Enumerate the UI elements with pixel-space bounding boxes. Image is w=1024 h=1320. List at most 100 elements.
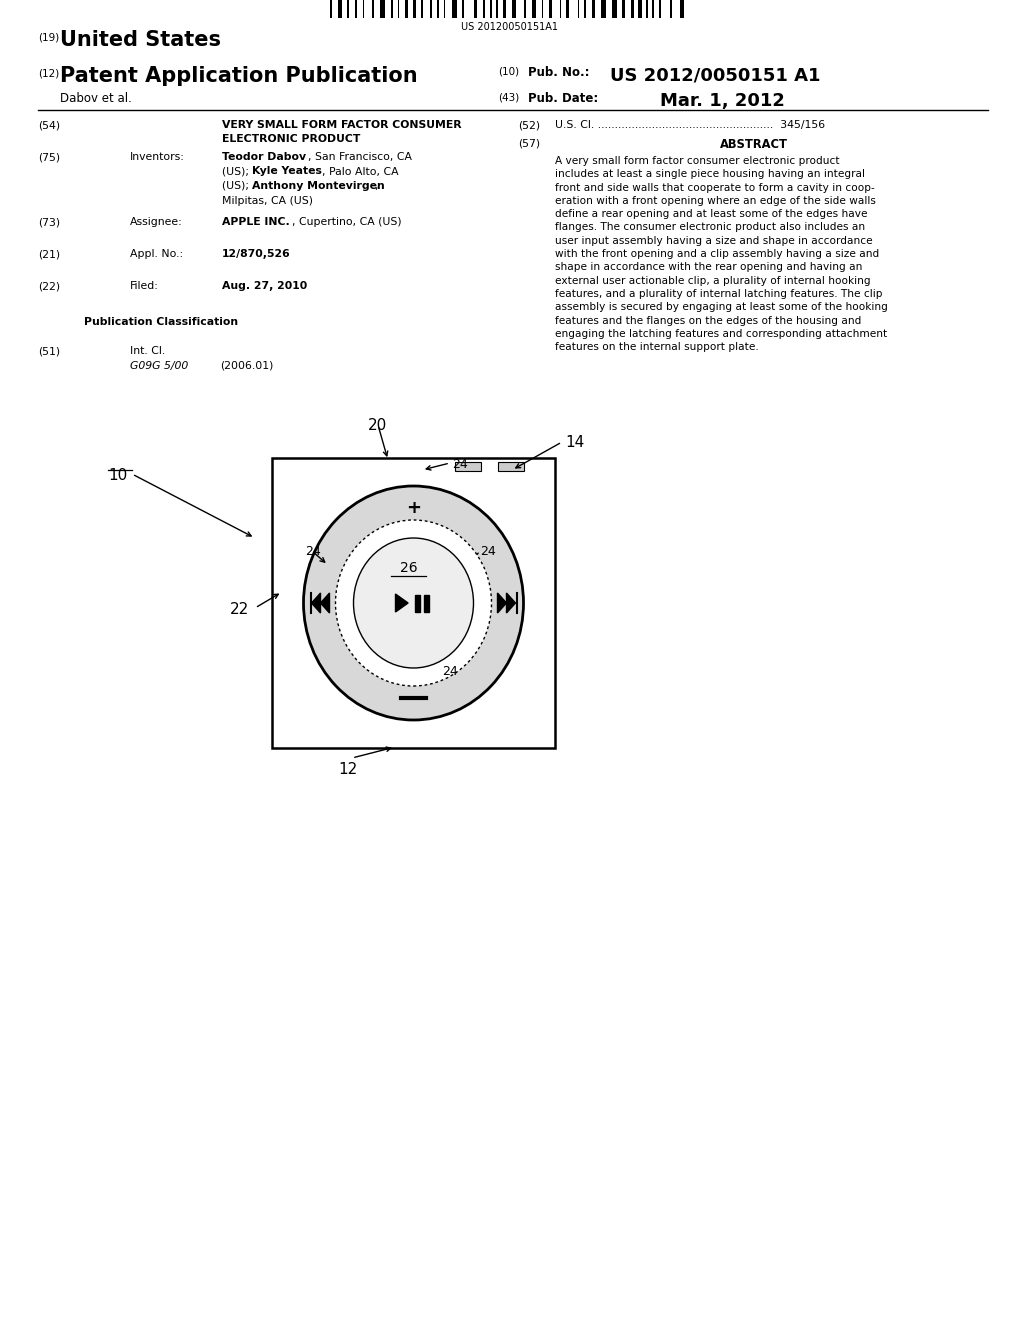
Bar <box>453 0 457 18</box>
Text: front and side walls that cooperate to form a cavity in coop-: front and side walls that cooperate to f… <box>555 182 874 193</box>
Text: 12: 12 <box>338 762 357 777</box>
Text: 20: 20 <box>368 418 387 433</box>
Text: 22: 22 <box>230 602 249 616</box>
Bar <box>437 0 439 18</box>
Text: VERY SMALL FORM FACTOR CONSUMER: VERY SMALL FORM FACTOR CONSUMER <box>222 120 462 129</box>
Text: Int. Cl.: Int. Cl. <box>130 346 165 356</box>
Bar <box>671 0 672 18</box>
Text: external user actionable clip, a plurality of internal hooking: external user actionable clip, a plurali… <box>555 276 870 285</box>
Text: APPLE INC.: APPLE INC. <box>222 218 290 227</box>
Text: features on the internal support plate.: features on the internal support plate. <box>555 342 759 352</box>
Bar <box>632 0 634 18</box>
Bar <box>362 0 365 18</box>
Bar <box>496 0 498 18</box>
Text: (US);: (US); <box>222 166 253 177</box>
Bar <box>658 0 662 18</box>
Text: (57): (57) <box>518 139 540 148</box>
Text: Milpitas, CA (US): Milpitas, CA (US) <box>222 195 313 206</box>
Text: (10): (10) <box>498 66 519 77</box>
Bar <box>391 0 393 18</box>
Bar <box>372 0 374 18</box>
Text: (75): (75) <box>38 152 60 162</box>
Bar <box>404 0 408 18</box>
Bar <box>585 0 586 18</box>
Bar <box>338 0 342 18</box>
Ellipse shape <box>353 539 473 668</box>
Text: ELECTRONIC PRODUCT: ELECTRONIC PRODUCT <box>222 135 360 144</box>
Bar <box>622 0 626 18</box>
Text: assembly is secured by engaging at least some of the hooking: assembly is secured by engaging at least… <box>555 302 888 313</box>
Bar <box>483 0 484 18</box>
Text: , Palo Alto, CA: , Palo Alto, CA <box>322 166 398 177</box>
Bar <box>272 458 555 748</box>
Text: Filed:: Filed: <box>130 281 159 290</box>
Bar <box>559 0 561 18</box>
Text: Inventors:: Inventors: <box>130 152 185 162</box>
Text: Patent Application Publication: Patent Application Publication <box>60 66 418 86</box>
Text: ,: , <box>374 181 378 191</box>
Text: Kyle Yeates: Kyle Yeates <box>252 166 322 177</box>
Text: Aug. 27, 2010: Aug. 27, 2010 <box>222 281 307 290</box>
Polygon shape <box>507 593 515 612</box>
Bar <box>498 462 524 471</box>
Bar <box>355 0 356 18</box>
Text: 24: 24 <box>442 665 458 678</box>
Bar <box>490 0 492 18</box>
Text: define a rear opening and at least some of the edges have: define a rear opening and at least some … <box>555 209 867 219</box>
Text: Teodor Dabov: Teodor Dabov <box>222 152 306 162</box>
Bar <box>578 0 580 18</box>
Text: US 20120050151A1: US 20120050151A1 <box>462 22 558 32</box>
Ellipse shape <box>303 486 523 719</box>
Bar <box>455 462 481 471</box>
Bar <box>638 0 642 18</box>
Text: United States: United States <box>60 30 221 50</box>
Text: 10: 10 <box>108 469 127 483</box>
Text: includes at least a single piece housing having an integral: includes at least a single piece housing… <box>555 169 865 180</box>
Text: (12): (12) <box>38 69 59 78</box>
Text: U.S. Cl. ....................................................  345/156: U.S. Cl. ...............................… <box>555 120 825 129</box>
Text: Publication Classification: Publication Classification <box>84 317 238 327</box>
Text: 26: 26 <box>399 561 418 576</box>
Bar <box>330 0 332 18</box>
Polygon shape <box>311 593 321 612</box>
Ellipse shape <box>336 520 492 686</box>
Text: (22): (22) <box>38 281 60 290</box>
Text: US 2012/0050151 A1: US 2012/0050151 A1 <box>610 66 820 84</box>
Bar <box>347 0 349 18</box>
Text: +: + <box>406 499 421 517</box>
Text: G09G 5/00: G09G 5/00 <box>130 360 188 371</box>
Text: user input assembly having a size and shape in accordance: user input assembly having a size and sh… <box>555 236 872 246</box>
Text: Pub. Date:: Pub. Date: <box>528 92 598 106</box>
Bar <box>542 0 543 18</box>
Bar <box>601 0 606 18</box>
Bar <box>421 0 423 18</box>
Text: ABSTRACT: ABSTRACT <box>720 139 788 150</box>
Bar <box>414 0 416 18</box>
Text: (43): (43) <box>498 92 519 102</box>
Text: , Cupertino, CA (US): , Cupertino, CA (US) <box>292 218 401 227</box>
Bar <box>652 0 654 18</box>
Polygon shape <box>395 594 409 612</box>
Text: eration with a front opening where an edge of the side walls: eration with a front opening where an ed… <box>555 195 876 206</box>
Bar <box>462 0 465 18</box>
Text: Pub. No.:: Pub. No.: <box>528 66 590 79</box>
Bar <box>474 0 477 18</box>
Text: shape in accordance with the rear opening and having an: shape in accordance with the rear openin… <box>555 263 862 272</box>
Bar <box>532 0 536 18</box>
Text: 24: 24 <box>452 458 468 471</box>
Bar <box>416 594 420 611</box>
Text: flanges. The consumer electronic product also includes an: flanges. The consumer electronic product… <box>555 223 865 232</box>
Text: (19): (19) <box>38 32 59 42</box>
Text: 24: 24 <box>480 545 496 558</box>
Text: (54): (54) <box>38 120 60 129</box>
Bar <box>592 0 595 18</box>
Text: engaging the latching features and corresponding attachment: engaging the latching features and corre… <box>555 329 887 339</box>
Bar <box>646 0 647 18</box>
Polygon shape <box>321 593 330 612</box>
Text: (73): (73) <box>38 218 60 227</box>
Bar <box>680 0 684 18</box>
Text: , San Francisco, CA: , San Francisco, CA <box>308 152 412 162</box>
Text: (21): (21) <box>38 249 60 259</box>
Text: (52): (52) <box>518 120 540 129</box>
Text: (2006.01): (2006.01) <box>220 360 273 371</box>
